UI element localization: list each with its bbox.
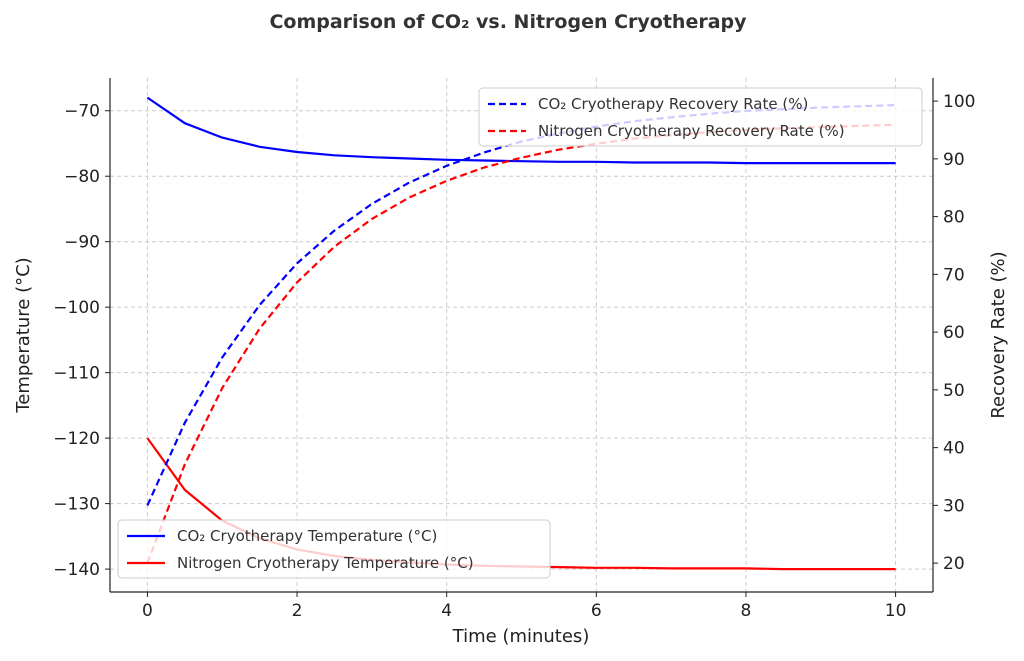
right-y-tick-label-5: 70: [943, 265, 965, 285]
left-y-tick-label-1: −130: [53, 495, 100, 515]
left-y-axis-ticks: −140 −130 −120 −110 −100 −90 −80 −70: [53, 102, 110, 580]
legend-temperature: CO₂ Cryotherapy Temperature (°C) Nitroge…: [117, 519, 551, 579]
left-y-tick-label-6: −80: [64, 167, 100, 187]
right-y-axis-ticks: 20 30 40 50 60 70 80 90 100: [933, 92, 975, 574]
x-tick-label-5: 10: [885, 601, 907, 621]
x-tick-label-2: 4: [441, 601, 452, 621]
x-tick-label-1: 2: [292, 601, 303, 621]
right-y-axis-label: Recovery Rate (%): [988, 251, 1009, 418]
left-y-tick-label-5: −90: [64, 233, 100, 253]
x-axis-label: Time (minutes): [452, 626, 590, 647]
x-tick-label-4: 8: [741, 601, 752, 621]
right-y-tick-label-1: 30: [943, 496, 965, 516]
left-y-tick-label-2: −120: [53, 429, 100, 449]
series-line-nitrogen-recovery-rate: [146, 123, 896, 564]
x-axis-ticks: 0 2 4 6 8 10: [142, 592, 906, 621]
series-line-co2-temperature: [146, 96, 896, 165]
left-y-tick-label-7: −70: [64, 102, 100, 122]
plot-series: [146, 96, 896, 571]
legend-label-nitrogen-temperature: Nitrogen Cryotherapy Temperature (°C): [177, 554, 474, 572]
right-y-tick-label-4: 60: [943, 323, 965, 343]
left-y-tick-label-4: −100: [53, 298, 100, 318]
right-y-tick-label-8: 100: [943, 92, 975, 112]
legend-lower-box: [117, 519, 551, 579]
chart-title: Comparison of CO₂ vs. Nitrogen Cryothera…: [269, 11, 747, 33]
right-y-tick-label-2: 40: [943, 439, 965, 459]
left-y-tick-label-3: −110: [53, 364, 100, 384]
right-y-tick-label-6: 80: [943, 208, 965, 228]
plot-frame: [109, 78, 934, 593]
right-y-tick-label-3: 50: [943, 381, 965, 401]
right-y-tick-label-7: 90: [943, 150, 965, 170]
left-y-axis-label: Temperature (°C): [13, 257, 34, 413]
legend-label-co2-temperature: CO₂ Cryotherapy Temperature (°C): [177, 527, 437, 545]
right-y-tick-label-0: 20: [943, 554, 965, 574]
left-y-tick-label-0: −140: [53, 560, 100, 580]
series-line-co2-recovery-rate: [146, 104, 896, 506]
legend-label-nitrogen-recovery: Nitrogen Cryotherapy Recovery Rate (%): [538, 122, 845, 140]
x-tick-label-0: 0: [142, 601, 153, 621]
grid: [110, 78, 933, 592]
legend-upper-box: [478, 87, 923, 147]
x-tick-label-3: 6: [591, 601, 602, 621]
legend-label-co2-recovery: CO₂ Cryotherapy Recovery Rate (%): [538, 95, 808, 113]
legend-recovery-rate: CO₂ Cryotherapy Recovery Rate (%) Nitrog…: [478, 87, 923, 147]
